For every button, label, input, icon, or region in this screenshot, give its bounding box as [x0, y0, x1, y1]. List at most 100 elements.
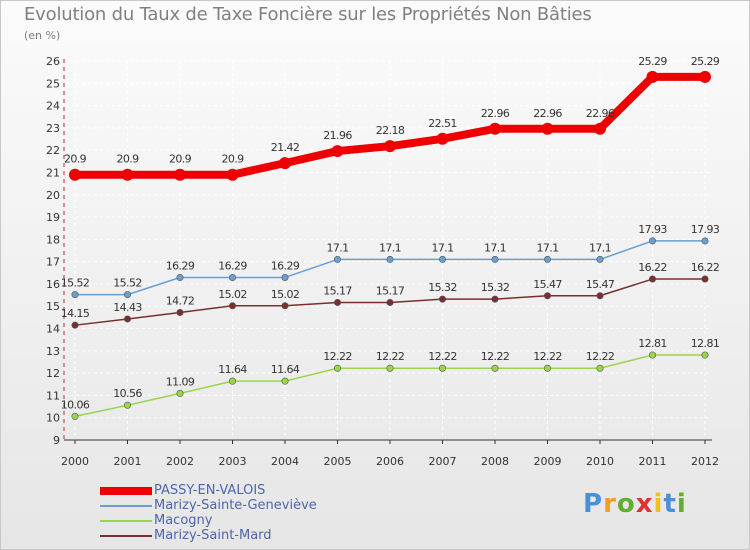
- data-point: [701, 351, 709, 359]
- data-label: 22.96: [586, 107, 615, 120]
- data-point: [71, 291, 79, 299]
- data-label: 15.47: [533, 278, 562, 291]
- data-label: 22.96: [533, 107, 562, 120]
- x-tick-label: 2007: [429, 455, 457, 468]
- y-tick-label: 20: [46, 189, 60, 202]
- logo-letter: i: [653, 489, 664, 519]
- data-point: [121, 168, 134, 181]
- x-tick-label: 2000: [61, 455, 89, 468]
- data-label: 15.32: [481, 281, 510, 294]
- data-point: [701, 275, 709, 283]
- data-point: [124, 291, 132, 299]
- data-point: [176, 389, 184, 397]
- data-label: 20.9: [116, 153, 139, 166]
- proxiti-logo: Proxiti: [583, 489, 687, 519]
- legend-item-macogny: Macogny: [100, 513, 420, 528]
- data-label: 12.81: [638, 337, 667, 350]
- legend-label-passy: PASSY-EN-VALOIS: [154, 483, 266, 498]
- data-point: [648, 237, 656, 245]
- legend-item-marizy-sainte-genevieve: Marizy-Sainte-Geneviève: [100, 498, 420, 513]
- data-label: 15.17: [376, 284, 405, 297]
- data-point: [71, 412, 79, 420]
- data-label: 11.09: [166, 375, 195, 388]
- data-label: 10.06: [61, 398, 90, 411]
- data-point: [596, 292, 604, 300]
- data-point: [384, 140, 396, 153]
- legend: PASSY-EN-VALOIS Marizy-Sainte-Geneviève …: [100, 483, 420, 543]
- x-tick-label: 2003: [219, 455, 247, 468]
- data-label: 12.22: [481, 350, 510, 363]
- data-point: [543, 292, 551, 300]
- y-tick-label: 24: [46, 100, 60, 113]
- data-point: [491, 364, 499, 372]
- data-point: [596, 255, 604, 263]
- legend-label-macogny: Macogny: [154, 513, 213, 528]
- data-label: 21.96: [323, 129, 352, 142]
- legend-swatch-marizy-sainte-genevieve: [100, 505, 152, 507]
- logo-letter: o: [616, 489, 636, 519]
- chart-title: Evolution du Taux de Taxe Foncière sur l…: [24, 4, 592, 25]
- data-point: [491, 255, 499, 263]
- data-label: 22.51: [428, 117, 457, 130]
- data-point: [69, 168, 81, 181]
- data-point: [176, 273, 184, 281]
- data-label: 16.29: [271, 259, 300, 272]
- data-label: 20.9: [169, 153, 192, 166]
- data-point: [386, 255, 394, 263]
- data-point: [229, 273, 237, 281]
- data-label: 12.22: [586, 350, 615, 363]
- y-tick-label: 22: [46, 144, 60, 157]
- y-tick-label: 14: [46, 323, 60, 336]
- data-point: [176, 308, 184, 316]
- data-label: 17.93: [691, 223, 720, 236]
- data-label: 10.56: [113, 387, 142, 400]
- y-tick-label: 18: [46, 233, 60, 246]
- data-point: [333, 255, 341, 263]
- data-point: [333, 298, 341, 306]
- data-point: [491, 295, 499, 303]
- data-label: 14.72: [166, 294, 195, 307]
- logo-letter: i: [676, 489, 687, 519]
- data-label: 11.64: [271, 363, 300, 376]
- data-point: [281, 377, 289, 385]
- x-tick-label: 2001: [114, 455, 142, 468]
- y-tick-label: 25: [46, 77, 60, 90]
- data-label: 12.22: [533, 350, 562, 363]
- y-tick-label: 13: [46, 345, 60, 358]
- data-label: 12.22: [323, 350, 352, 363]
- data-point: [648, 275, 656, 283]
- data-point: [436, 132, 449, 145]
- data-label: 14.43: [113, 301, 142, 314]
- data-label: 15.47: [586, 278, 615, 291]
- data-label: 16.22: [691, 261, 720, 274]
- data-point: [124, 401, 132, 409]
- y-tick-label: 26: [46, 55, 60, 68]
- data-point: [438, 255, 446, 263]
- data-point: [648, 351, 656, 359]
- data-point: [331, 145, 344, 158]
- data-label: 16.29: [218, 259, 247, 272]
- data-label: 22.96: [481, 107, 510, 120]
- data-point: [174, 168, 186, 181]
- legend-swatch-marizy-saint-mard: [100, 535, 152, 537]
- data-label: 15.17: [323, 284, 352, 297]
- legend-label-marizy-sainte-genevieve: Marizy-Sainte-Geneviève: [154, 498, 317, 513]
- x-tick-label: 2010: [586, 455, 614, 468]
- data-label: 20.9: [64, 153, 87, 166]
- data-point: [596, 364, 604, 372]
- data-label: 16.29: [166, 259, 195, 272]
- data-point: [438, 364, 446, 372]
- x-tick-label: 2002: [166, 455, 194, 468]
- data-point: [281, 302, 289, 310]
- y-tick-label: 21: [46, 166, 60, 179]
- legend-label-marizy-saint-mard: Marizy-Saint-Mard: [154, 528, 272, 543]
- x-tick-label: 2012: [691, 455, 719, 468]
- logo-letter: x: [635, 489, 654, 519]
- logo-letter: P: [583, 489, 604, 519]
- data-point: [489, 122, 501, 135]
- y-tick-label: 19: [46, 211, 60, 224]
- data-point: [386, 364, 394, 372]
- data-point: [281, 273, 289, 281]
- data-point: [646, 70, 659, 83]
